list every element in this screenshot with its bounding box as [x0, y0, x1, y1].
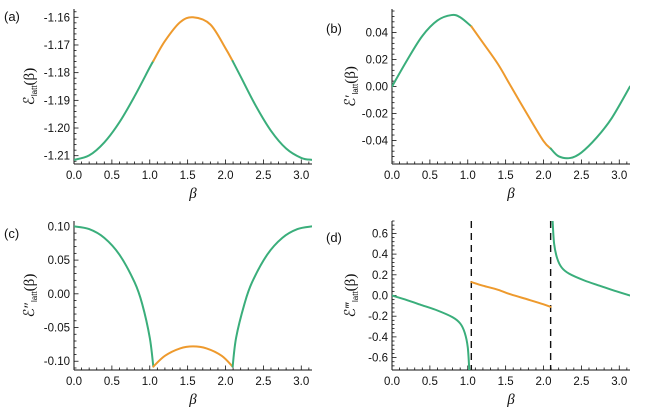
- y-tick-label: -1.18: [44, 68, 70, 80]
- y-axis-label-prime: ″: [22, 302, 38, 308]
- panel-label: (a): [4, 9, 20, 24]
- y-axis-label-subscript: latt: [351, 83, 360, 94]
- y-axis-label-symbol: ℰ: [343, 98, 359, 107]
- panel-label: (c): [4, 226, 19, 241]
- y-tick-label: 0.0: [372, 291, 388, 303]
- y-axis-label-subscript: latt: [351, 291, 360, 302]
- x-tick-label: 2.0: [536, 376, 552, 388]
- panel-d: 0.0 0.5 1.0 1.5 2.0 2.5 3.0 0.6 0.4 0.2 0.0 -0.2 -0.…: [326, 220, 630, 408]
- x-tick-label: 2.5: [573, 376, 589, 388]
- panel-label: (d): [326, 230, 342, 245]
- y-tick-label: -0.4: [368, 332, 388, 344]
- y-tick-label: -0.2: [368, 311, 388, 323]
- y-axis-label-symbol: ℰ: [343, 308, 359, 317]
- series-line-green: [74, 60, 155, 161]
- panel-c: 0.0 0.5 1.0 1.5 2.0 2.5 3.0 0.10 0.05 0.00 -0.05 -0…: [4, 221, 312, 408]
- y-tick-label: 0.10: [48, 221, 70, 233]
- y-tick-label: 0.2: [372, 270, 388, 282]
- x-tick-label: 2.0: [536, 170, 552, 182]
- x-axis-label: β: [188, 392, 197, 408]
- y-axis-label: ℰ‴latt(β): [343, 274, 360, 318]
- y-tick-label: -0.05: [44, 323, 70, 335]
- panel-label: (b): [326, 21, 342, 36]
- y-tick-label: 0.00: [48, 289, 70, 301]
- x-tick-label: 1.5: [498, 376, 514, 388]
- series-line-green: [551, 221, 630, 297]
- y-tick-label: 0.04: [366, 28, 389, 40]
- x-tick-label: 1.0: [460, 170, 476, 182]
- y-axis-label-subscript: latt: [30, 291, 39, 302]
- y-tick-label: 0.02: [366, 55, 388, 67]
- y-tick-label: -0.6: [368, 353, 388, 365]
- y-axis-label-argument: (β): [343, 274, 359, 292]
- y-tick-label: -0.10: [44, 356, 70, 368]
- y-tick-label: -0.04: [362, 135, 389, 147]
- x-tick-label: 2.0: [218, 376, 234, 388]
- y-tick-label: -1.20: [44, 123, 70, 135]
- series-line-green: [392, 13, 473, 88]
- y-axis-label-symbol: ℰ: [22, 96, 38, 105]
- x-axis-label: β: [188, 186, 197, 202]
- x-tick-label: 3.0: [611, 376, 627, 388]
- y-tick-label: -1.19: [44, 95, 70, 107]
- x-tick-label: 0.5: [104, 170, 120, 182]
- panel-a: 0.0 0.5 1.0 1.5 2.0 2.5 3.0 -1.16 -1.17 -1.18 -1.1…: [4, 9, 312, 202]
- x-tick-label: 1.0: [460, 376, 476, 388]
- y-axis-label-argument: (β): [22, 274, 38, 292]
- x-tick-label: 3.0: [293, 170, 309, 182]
- y-tick-label: -0.02: [362, 108, 388, 120]
- y-tick-label: 0.00: [366, 82, 388, 94]
- series-line-green: [74, 225, 155, 368]
- y-axis-label-symbol: ℰ: [22, 308, 38, 317]
- y-axis-label-prime: ‴: [343, 301, 359, 308]
- y-tick-label: -1.21: [44, 151, 70, 163]
- series-line-green: [549, 85, 630, 160]
- x-tick-label: 0.0: [66, 376, 82, 388]
- x-tick-label: 2.5: [573, 170, 589, 182]
- x-tick-label: 1.5: [180, 170, 196, 182]
- y-axis-label-argument: (β): [343, 66, 359, 84]
- series-line-green: [231, 225, 312, 368]
- x-tick-label: 0.0: [66, 170, 82, 182]
- y-tick-label: -1.16: [44, 12, 70, 24]
- x-axis-label: β: [506, 186, 515, 202]
- series-line-orange: [152, 16, 234, 63]
- x-tick-label: 0.5: [422, 376, 438, 388]
- series-line-green: [231, 60, 312, 161]
- x-tick-label: 1.0: [142, 170, 158, 182]
- y-axis-label: ℰlatt(β): [22, 68, 39, 105]
- y-tick-label: 0.4: [372, 249, 389, 261]
- x-tick-label: 3.0: [611, 170, 627, 182]
- series-line-orange: [470, 281, 552, 308]
- y-axis-label-subscript: latt: [30, 85, 39, 96]
- x-tick-label: 0.5: [422, 170, 438, 182]
- y-axis-label-argument: (β): [22, 68, 38, 86]
- x-tick-label: 2.5: [255, 376, 271, 388]
- series-line-green: [392, 294, 471, 370]
- x-tick-label: 0.0: [384, 170, 400, 182]
- series-line-orange: [152, 345, 234, 368]
- x-tick-label: 2.0: [218, 170, 234, 182]
- panel-b: 0.0 0.5 1.0 1.5 2.0 2.5 3.0 0.04 0.02 0.00 -0.02 -0…: [326, 9, 630, 202]
- y-axis-label: ℰ′latt(β): [343, 66, 360, 107]
- x-tick-label: 3.0: [293, 376, 309, 388]
- y-axis-label-prime: ′: [343, 94, 359, 97]
- y-tick-label: -1.17: [44, 40, 70, 52]
- x-tick-label: 1.0: [142, 376, 158, 388]
- y-tick-label: 0.05: [48, 255, 70, 267]
- series-line-orange: [470, 25, 552, 150]
- x-tick-label: 0.5: [104, 376, 120, 388]
- x-tick-label: 1.5: [498, 170, 514, 182]
- y-axis-label: ℰ″latt(β): [22, 274, 39, 318]
- x-tick-label: 2.5: [255, 170, 271, 182]
- y-tick-label: 0.6: [372, 228, 388, 240]
- x-tick-label: 1.5: [180, 376, 196, 388]
- x-axis-label: β: [506, 392, 515, 408]
- x-tick-label: 0.0: [384, 376, 400, 388]
